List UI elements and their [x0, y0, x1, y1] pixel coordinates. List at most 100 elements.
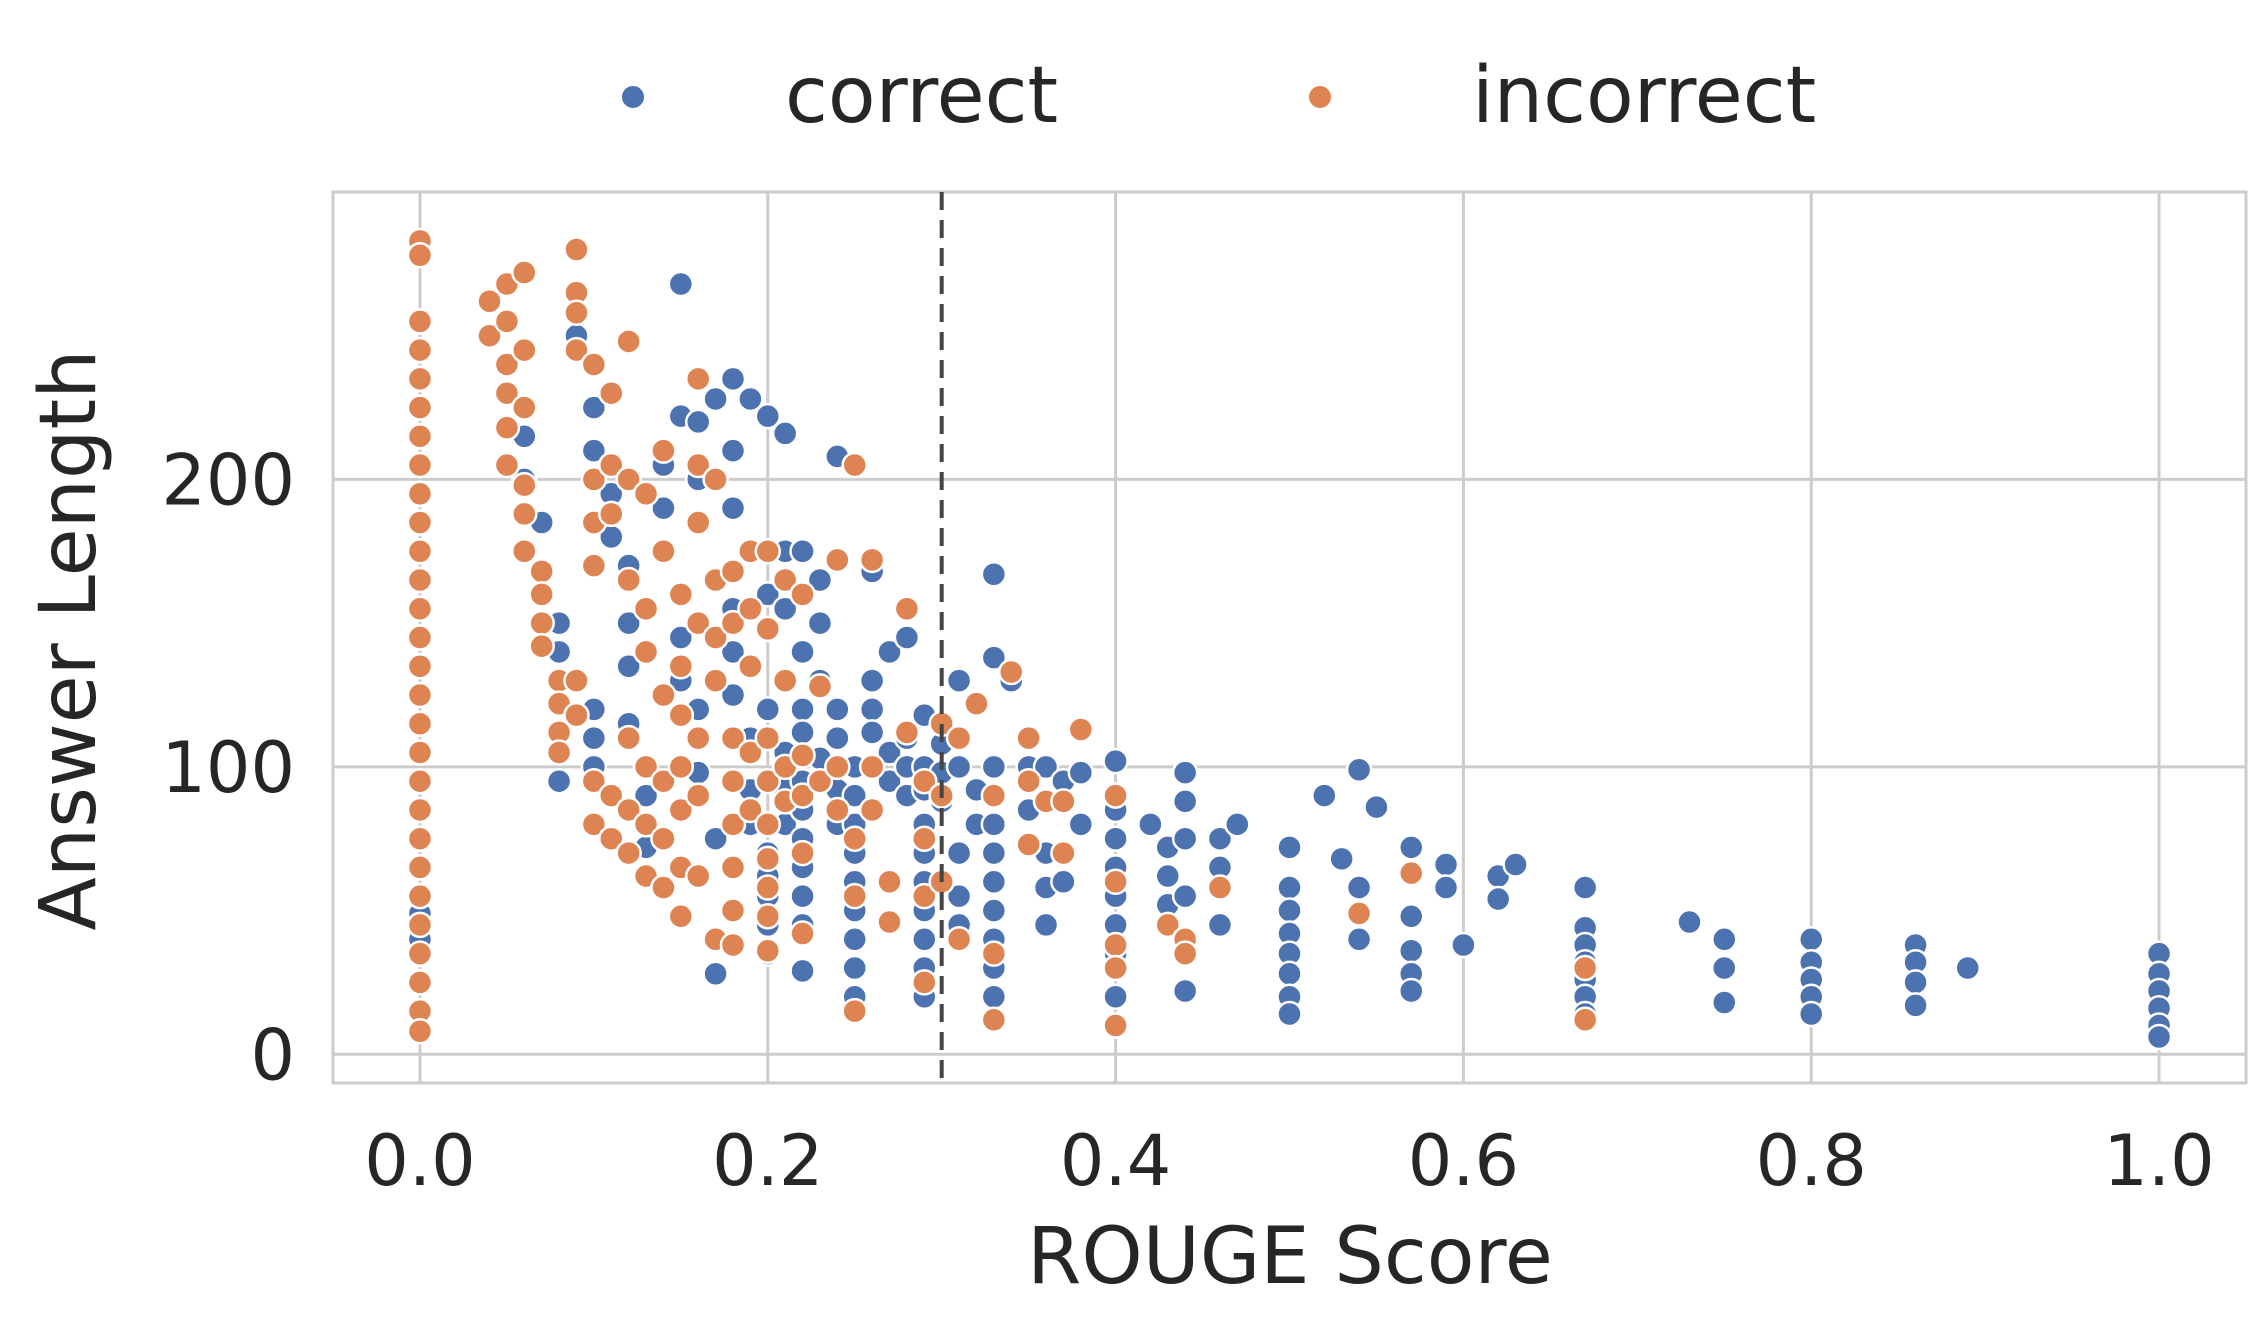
point-correct — [1502, 851, 1529, 878]
point-incorrect — [406, 710, 434, 737]
point-incorrect — [598, 825, 625, 852]
point-correct — [719, 365, 747, 393]
point-correct — [1171, 788, 1199, 815]
point-incorrect — [858, 796, 886, 824]
point-incorrect — [1102, 782, 1129, 809]
plot-area-frame — [331, 190, 2248, 1085]
legend-marker-correct — [620, 84, 646, 110]
point-incorrect — [876, 868, 903, 896]
point-incorrect — [1345, 900, 1373, 927]
point-incorrect — [893, 595, 921, 623]
x-tick-label: 0.8 — [1756, 1120, 1867, 1202]
point-incorrect — [650, 874, 677, 901]
point-correct — [806, 566, 834, 594]
point-incorrect — [754, 811, 782, 838]
point-correct — [824, 696, 851, 723]
point-correct — [1902, 992, 1929, 1019]
x-tick-label: 1.0 — [2103, 1120, 2214, 1202]
point-incorrect — [911, 767, 938, 795]
point-incorrect — [893, 719, 921, 746]
point-correct — [737, 385, 764, 413]
point-correct — [1484, 885, 1512, 913]
point-correct — [1397, 937, 1425, 965]
point-incorrect — [493, 414, 521, 441]
point-correct — [1432, 874, 1460, 901]
point-incorrect — [997, 658, 1025, 686]
point-correct — [771, 420, 799, 447]
legend-label-correct: correct — [785, 51, 1058, 141]
point-correct — [1345, 926, 1373, 953]
point-incorrect — [615, 796, 642, 824]
point-correct — [858, 667, 886, 694]
point-correct — [1171, 882, 1199, 910]
point-correct — [615, 609, 642, 637]
point-incorrect — [511, 538, 538, 565]
point-incorrect — [615, 328, 642, 355]
point-incorrect — [406, 911, 434, 939]
point-correct — [893, 624, 921, 651]
point-correct — [980, 983, 1008, 1011]
point-incorrect — [754, 903, 782, 930]
point-correct — [1797, 926, 1825, 953]
point-correct — [980, 811, 1008, 838]
point-correct — [702, 825, 729, 852]
point-incorrect — [511, 471, 538, 499]
point-incorrect — [511, 394, 538, 421]
point-incorrect — [771, 566, 799, 594]
point-correct — [615, 652, 642, 680]
point-correct — [1032, 753, 1060, 781]
point-incorrect — [789, 920, 816, 947]
point-incorrect — [719, 931, 747, 959]
point-incorrect — [771, 667, 799, 694]
point-incorrect — [667, 581, 695, 608]
point-incorrect — [406, 854, 434, 881]
point-correct — [1711, 954, 1738, 982]
legend-label-incorrect: incorrect — [1472, 51, 1816, 141]
point-incorrect — [580, 767, 608, 795]
point-incorrect — [406, 595, 434, 623]
point-incorrect — [754, 874, 782, 901]
point-correct — [789, 696, 816, 723]
point-correct — [1902, 969, 1929, 996]
point-incorrect — [528, 609, 555, 637]
point-correct — [789, 957, 816, 985]
point-incorrect — [598, 500, 625, 528]
point-correct — [1102, 825, 1129, 852]
point-incorrect — [493, 379, 521, 407]
point-incorrect — [1571, 954, 1599, 982]
point-incorrect — [719, 609, 747, 637]
point-incorrect — [563, 236, 590, 263]
point-incorrect — [737, 796, 764, 824]
point-incorrect — [684, 724, 712, 752]
point-incorrect — [406, 308, 434, 335]
point-incorrect — [1154, 911, 1182, 939]
point-incorrect — [1067, 716, 1095, 743]
point-incorrect — [789, 581, 816, 608]
point-correct — [1345, 756, 1373, 783]
point-correct — [650, 494, 677, 522]
point-incorrect — [684, 862, 712, 890]
point-incorrect — [876, 908, 903, 936]
point-incorrect — [406, 1018, 434, 1045]
point-incorrect — [754, 937, 782, 965]
point-incorrect — [789, 782, 816, 809]
point-incorrect — [406, 624, 434, 651]
point-correct — [980, 561, 1008, 588]
x-tick-label: 0.4 — [1060, 1120, 1171, 1202]
point-incorrect — [911, 969, 938, 996]
x-axis-label: ROUGE Score — [1027, 1212, 1553, 1302]
point-correct — [1676, 908, 1703, 936]
point-incorrect — [406, 825, 434, 852]
point-incorrect — [632, 753, 660, 781]
point-incorrect — [980, 782, 1008, 809]
point-incorrect — [563, 667, 590, 694]
point-correct — [1276, 874, 1303, 901]
point-incorrect — [684, 365, 712, 393]
point-correct — [789, 719, 816, 746]
point-correct — [980, 839, 1008, 867]
point-correct — [580, 724, 608, 752]
point-incorrect — [1397, 859, 1425, 887]
point-incorrect — [841, 825, 868, 852]
point-incorrect — [980, 1006, 1008, 1034]
point-correct — [858, 719, 886, 746]
